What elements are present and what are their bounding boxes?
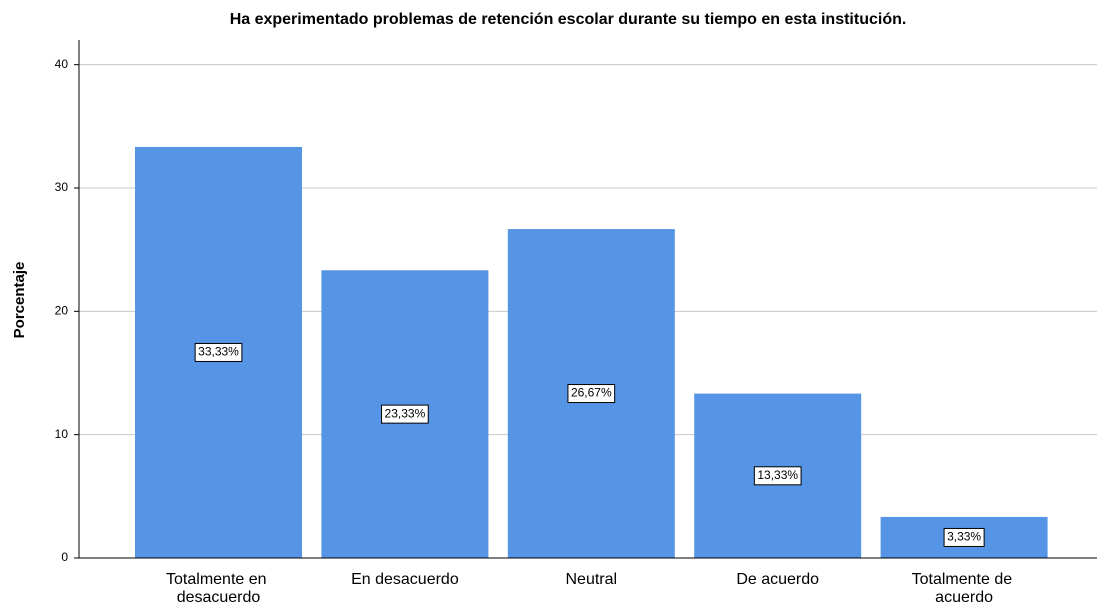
y-tick-label: 10	[55, 427, 69, 441]
chart-title: Ha experimentado problemas de retención …	[230, 11, 907, 28]
x-tick-label: Neutral	[566, 571, 618, 588]
x-tick-label: De acuerdo	[736, 571, 819, 588]
value-label: 3,33%	[947, 530, 981, 544]
x-tick-label-line: acuerdo	[935, 589, 993, 606]
value-label-box	[567, 384, 616, 404]
x-tick-label-line: desacuerdo	[177, 589, 261, 606]
y-axis-label: Porcentaje	[11, 262, 28, 339]
x-tick-label: Totalmente en desacuerdo	[166, 571, 271, 606]
value-label-box	[194, 342, 243, 362]
y-tick-label: 20	[55, 304, 69, 318]
x-tick-label: En desacuerdo	[351, 571, 459, 588]
x-tick-label: Totalmente de acuerdo	[912, 571, 1017, 606]
value-label-box	[381, 404, 429, 424]
value-label-box	[943, 527, 985, 547]
x-tick-label-line: Totalmente en	[166, 571, 271, 588]
value-label: 26,67%	[571, 386, 612, 400]
y-tick-label: 0	[61, 550, 68, 564]
y-tick-label: 40	[55, 57, 69, 71]
value-label: 23,33%	[385, 406, 426, 420]
x-tick-label-line: Totalmente de	[912, 571, 1017, 588]
y-tick-label: 30	[55, 180, 69, 194]
value-label-box	[753, 466, 802, 486]
value-label: 33,33%	[198, 345, 239, 359]
value-label: 13,33%	[757, 468, 798, 482]
